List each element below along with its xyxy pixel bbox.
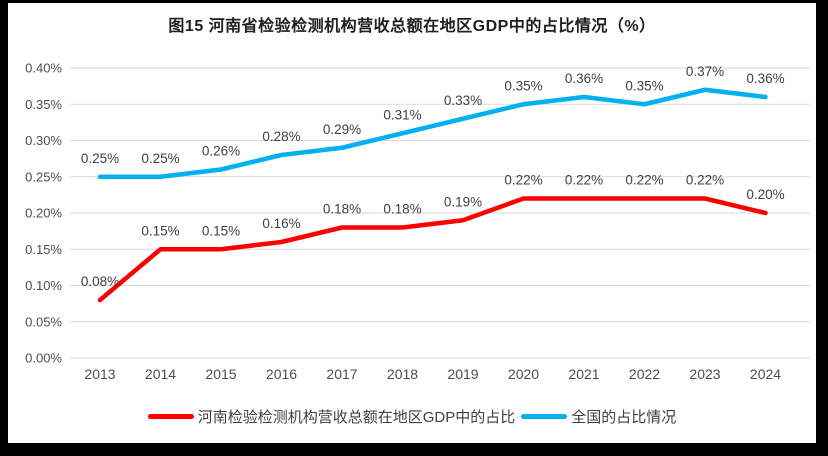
x-axis-label: 2020 <box>508 366 539 382</box>
data-label-henan: 0.22% <box>686 173 724 188</box>
x-axis-label: 2016 <box>266 366 297 382</box>
data-label-national: 0.36% <box>565 71 603 86</box>
x-axis-label: 2014 <box>145 366 176 382</box>
data-label-henan: 0.22% <box>625 173 663 188</box>
y-axis-tick-label: 0.15% <box>25 242 62 257</box>
x-axis-label: 2024 <box>750 366 781 382</box>
series-line-henan <box>97 196 768 303</box>
y-axis-tick-label: 0.00% <box>25 351 62 366</box>
y-axis-tick-label: 0.35% <box>25 97 62 112</box>
data-label-henan: 0.20% <box>746 187 784 202</box>
data-label-henan: 0.15% <box>141 223 179 238</box>
data-label-national: 0.25% <box>141 151 179 166</box>
data-label-henan: 0.08% <box>81 274 119 289</box>
data-label-henan: 0.15% <box>202 223 240 238</box>
data-label-national: 0.36% <box>746 71 784 86</box>
x-axis-label: 2022 <box>629 366 660 382</box>
y-axis-tick-label: 0.10% <box>25 278 62 293</box>
legend-line-swatch-national <box>521 414 568 419</box>
y-axis-tick-label: 0.30% <box>25 133 62 148</box>
data-label-henan: 0.18% <box>323 202 361 217</box>
data-label-henan: 0.22% <box>504 173 542 188</box>
data-label-henan: 0.19% <box>444 194 482 209</box>
data-label-henan: 0.16% <box>262 216 300 231</box>
data-label-national: 0.35% <box>625 78 663 93</box>
data-label-national: 0.28% <box>262 129 300 144</box>
y-axis-tick-label: 0.05% <box>25 314 62 329</box>
data-label-national: 0.29% <box>323 122 361 137</box>
data-label-national: 0.31% <box>383 107 421 122</box>
x-axis-label: 2015 <box>205 366 236 382</box>
series-line-national <box>97 87 768 179</box>
x-axis-label: 2013 <box>84 366 115 382</box>
data-label-national: 0.25% <box>81 151 119 166</box>
x-axis-label: 2018 <box>387 366 418 382</box>
x-axis-label: 2019 <box>447 366 478 382</box>
data-label-national: 0.35% <box>504 78 542 93</box>
legend-line-swatch-henan <box>147 414 194 419</box>
y-axis-tick-label: 0.20% <box>25 206 62 221</box>
data-label-national: 0.33% <box>444 93 482 108</box>
x-axis-label: 2023 <box>689 366 720 382</box>
chart-title: 图15 河南省检验检测机构营收总额在地区GDP中的占比情况（%） <box>168 18 656 35</box>
data-label-henan: 0.22% <box>565 173 603 188</box>
legend-item-national: 全国的占比情况 <box>521 406 676 427</box>
x-axis-label: 2021 <box>568 366 599 382</box>
data-label-henan: 0.18% <box>383 202 421 217</box>
legend-item-henan: 河南检验检测机构营收总额在地区GDP中的占比 <box>147 406 516 427</box>
y-axis-tick-label: 0.25% <box>25 169 62 184</box>
data-label-national: 0.37% <box>686 64 724 79</box>
legend: 河南检验检测机构营收总额在地区GDP中的占比 全国的占比情况 <box>8 406 816 427</box>
legend-label-national: 全国的占比情况 <box>571 409 677 426</box>
data-label-national: 0.26% <box>202 144 240 159</box>
legend-label-henan: 河南检验检测机构营收总额在地区GDP中的占比 <box>197 409 516 426</box>
line-chart-plot: 0.00% 0.05% 0.10% 0.15% 0.20% 0.25% 0.30% 0.35%… <box>25 61 810 382</box>
y-axis-tick-label: 0.40% <box>25 61 62 76</box>
x-axis-label: 2017 <box>326 366 357 382</box>
